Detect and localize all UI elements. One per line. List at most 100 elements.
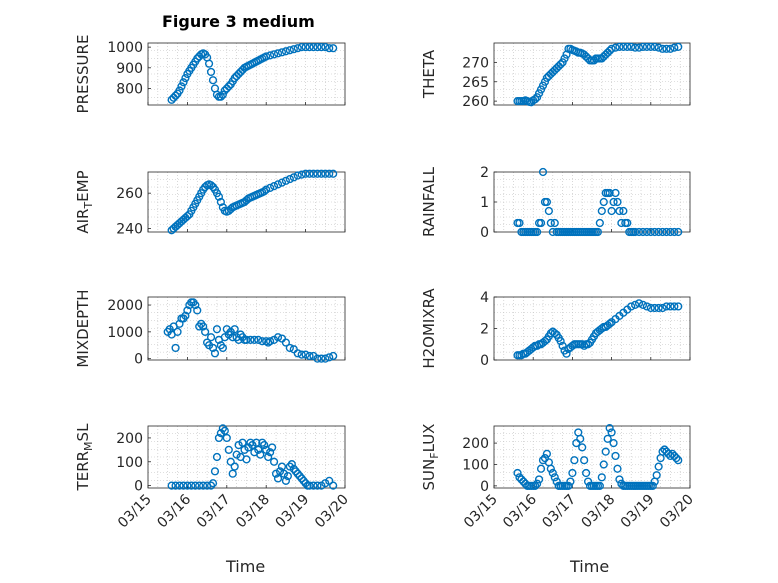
data-point bbox=[593, 227, 602, 237]
axes-box-0 bbox=[147, 42, 346, 106]
data-point bbox=[578, 340, 587, 349]
data-point bbox=[285, 46, 294, 55]
data-point bbox=[175, 481, 184, 490]
y-tick-label: 900 bbox=[116, 61, 143, 77]
data-point bbox=[654, 303, 663, 313]
y-tick-label: 265 bbox=[462, 75, 489, 91]
data-point bbox=[642, 42, 651, 51]
data-point bbox=[650, 42, 659, 51]
data-point bbox=[297, 474, 306, 483]
y-tick-label: 800 bbox=[116, 81, 143, 97]
data-point bbox=[210, 467, 220, 476]
y-axis-label-4: MIXDEPTH bbox=[74, 289, 92, 367]
data-point bbox=[568, 468, 577, 478]
data-point bbox=[642, 227, 651, 237]
data-point bbox=[562, 349, 571, 358]
data-point bbox=[277, 462, 287, 471]
data-point bbox=[179, 78, 188, 87]
data-point bbox=[222, 433, 231, 443]
data-point bbox=[191, 481, 200, 490]
x-tick-label: 03/17 bbox=[194, 492, 234, 532]
data-point bbox=[638, 227, 648, 237]
data-point bbox=[595, 481, 604, 490]
data-point bbox=[550, 329, 559, 338]
x-tick-label: 03/19 bbox=[273, 492, 313, 532]
data-point bbox=[224, 445, 233, 454]
data-point bbox=[313, 481, 322, 490]
y-tick-label: 200 bbox=[116, 431, 143, 447]
data-point bbox=[329, 169, 338, 178]
y-tick-label: 260 bbox=[462, 94, 489, 110]
data-point bbox=[262, 52, 271, 61]
data-point bbox=[615, 42, 624, 51]
data-point bbox=[199, 322, 208, 331]
y-tick-label: 1000 bbox=[107, 40, 143, 56]
data-point bbox=[297, 43, 306, 52]
data-point bbox=[613, 464, 622, 473]
data-point bbox=[293, 44, 302, 53]
y-axis-label-3: RAINFALL bbox=[420, 166, 438, 237]
data-point bbox=[654, 43, 663, 52]
data-point bbox=[658, 227, 667, 237]
x-tick-label: 03/20 bbox=[312, 492, 352, 532]
data-point bbox=[634, 299, 644, 308]
data-point bbox=[558, 58, 567, 67]
data-point bbox=[317, 43, 326, 52]
data-point bbox=[583, 340, 593, 349]
data-point bbox=[301, 169, 310, 178]
data-point bbox=[536, 464, 546, 473]
data-point bbox=[277, 178, 287, 187]
data-point bbox=[206, 67, 216, 77]
data-point bbox=[293, 469, 302, 478]
data-point bbox=[246, 438, 255, 447]
data-point bbox=[544, 206, 553, 216]
data-point bbox=[309, 43, 318, 52]
data-point bbox=[206, 333, 216, 342]
data-point bbox=[627, 302, 636, 311]
x-tick-label: 03/19 bbox=[618, 492, 658, 532]
data-point bbox=[599, 197, 608, 207]
data-point bbox=[634, 43, 644, 52]
data-point bbox=[670, 227, 679, 237]
data-point bbox=[305, 481, 314, 490]
data-point bbox=[266, 51, 275, 60]
data-point bbox=[195, 481, 204, 490]
y-tick-label: 0 bbox=[480, 353, 489, 369]
data-point bbox=[566, 477, 575, 486]
data-point bbox=[607, 206, 616, 216]
y-tick-label: 200 bbox=[462, 436, 489, 452]
data-point bbox=[609, 439, 618, 448]
data-point bbox=[277, 48, 287, 57]
data-point bbox=[281, 338, 291, 347]
data-point bbox=[305, 351, 314, 361]
y-axis-label-2: AIRTEMP bbox=[74, 170, 95, 233]
axes-box-4 bbox=[147, 296, 346, 361]
data-point bbox=[193, 306, 202, 315]
y-tick-label: 270 bbox=[462, 55, 489, 71]
data-point bbox=[260, 187, 269, 196]
data-point bbox=[556, 337, 565, 346]
data-point bbox=[301, 350, 310, 359]
y-tick-label: 0 bbox=[480, 225, 489, 241]
data-point bbox=[321, 354, 330, 363]
data-point bbox=[540, 77, 550, 86]
data-point bbox=[220, 426, 229, 435]
data-point bbox=[281, 176, 291, 185]
data-point bbox=[305, 169, 314, 178]
data-point bbox=[672, 453, 681, 463]
data-point bbox=[317, 169, 326, 178]
data-point bbox=[167, 481, 176, 490]
data-point bbox=[582, 468, 591, 478]
data-point bbox=[329, 481, 338, 490]
data-point bbox=[293, 171, 302, 180]
data-point bbox=[187, 481, 196, 490]
y-tick-label: 100 bbox=[462, 457, 489, 473]
data-point bbox=[226, 457, 235, 466]
data-point bbox=[199, 481, 208, 490]
data-point bbox=[674, 456, 683, 465]
data-point bbox=[329, 351, 338, 361]
data-point bbox=[599, 460, 608, 469]
data-point bbox=[605, 319, 614, 328]
y-tick-label: 4 bbox=[480, 290, 489, 306]
data-point bbox=[548, 468, 557, 478]
